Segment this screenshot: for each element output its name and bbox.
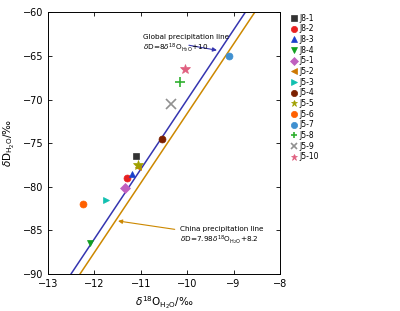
Text: Global precipitation line
$\delta$D=8$\delta^{18}$O$_{\mathregular{H_2O}}$+10: Global precipitation line $\delta$D=8$\d…	[143, 34, 229, 55]
Legend: J8-1, J8-2, J8-3, J8-4, J5-1, J5-2, J5-3, J5-4, J5-5, J5-6, J5-7, J5-8, J5-9, J5: J8-1, J8-2, J8-3, J8-4, J5-1, J5-2, J5-3…	[291, 14, 319, 161]
X-axis label: $\delta^{18}$O$_{\mathregular{H_2O}}$/‰: $\delta^{18}$O$_{\mathregular{H_2O}}$/‰	[135, 294, 193, 311]
Y-axis label: $\delta$D$_{\mathregular{H_2O}}$/‰: $\delta$D$_{\mathregular{H_2O}}$/‰	[2, 119, 17, 167]
Text: China precipitation line
$\delta$D=7.98$\delta^{18}$O$_{\mathregular{H_2O}}$+8.2: China precipitation line $\delta$D=7.98$…	[119, 220, 264, 247]
